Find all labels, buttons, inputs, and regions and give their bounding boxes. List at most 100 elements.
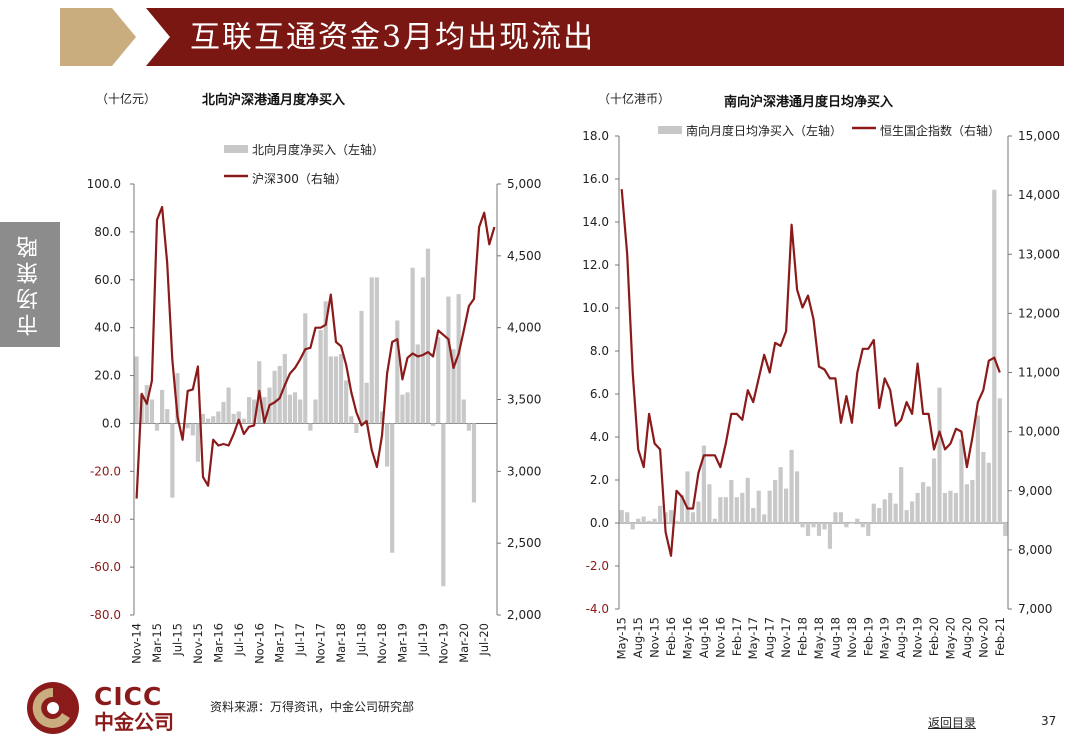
left-bar xyxy=(415,344,420,424)
left-bar xyxy=(379,411,385,424)
right-x-tick-label: May-16 xyxy=(680,617,694,659)
left-bar xyxy=(313,399,318,424)
right-bar xyxy=(871,503,876,523)
right-bar xyxy=(833,512,838,523)
left-bar xyxy=(190,423,195,436)
right-right-tick-label: 12,000 xyxy=(1018,306,1060,320)
left-bar xyxy=(456,294,461,424)
right-bar xyxy=(866,523,871,536)
header-banner xyxy=(60,8,1064,66)
left-bar xyxy=(241,418,247,424)
left-left-tick-label: 80.0 xyxy=(94,225,121,239)
left-bar xyxy=(252,399,257,424)
right-bar xyxy=(953,492,959,523)
source-note: 资料来源：万得资讯，中金公司研究部 xyxy=(210,700,415,714)
left-x-tick-label: Nov-19 xyxy=(436,623,450,664)
left-x-tick-label: Nov-16 xyxy=(252,623,266,664)
right-bar xyxy=(959,439,964,523)
right-bar xyxy=(636,518,641,523)
left-right-tick-label: 3,500 xyxy=(507,393,541,407)
left-bar xyxy=(226,387,231,424)
right-bar xyxy=(822,523,827,530)
left-bar xyxy=(134,356,139,424)
right-bar xyxy=(975,415,980,523)
right-legend-bar-swatch xyxy=(658,126,682,134)
right-bar xyxy=(800,523,805,528)
right-left-tick-label: -2.0 xyxy=(586,559,609,573)
left-bar xyxy=(451,349,456,424)
left-bar xyxy=(246,397,252,424)
right-x-tick-label: Nov-16 xyxy=(713,617,727,658)
left-bar xyxy=(354,423,359,434)
cicc-logo-icon xyxy=(27,682,79,734)
right-bar xyxy=(773,480,778,523)
right-legend-line-label: 恒生国企指数（右轴） xyxy=(880,124,1001,138)
right-bar xyxy=(789,449,794,523)
left-bar xyxy=(180,423,185,424)
right-bar xyxy=(679,495,685,523)
left-bar xyxy=(272,370,277,424)
left-bar xyxy=(298,399,303,424)
right-bar xyxy=(707,484,712,523)
right-right-tick-label: 15,000 xyxy=(1018,129,1060,143)
left-bar xyxy=(149,399,154,424)
logo-text-cn: 中金公司 xyxy=(94,710,174,734)
left-right-tick-label: 3,000 xyxy=(507,464,541,478)
right-bar xyxy=(729,480,734,523)
right-x-tick-label: May-17 xyxy=(746,617,760,659)
right-right-tick-label: 8,000 xyxy=(1018,543,1052,557)
right-bar xyxy=(674,520,679,523)
right-x-tick-label: May-18 xyxy=(812,617,826,659)
left-bar xyxy=(436,337,441,424)
right-x-tick-label: Aug-18 xyxy=(828,617,842,658)
left-chart-unit: （十亿元） xyxy=(96,92,157,106)
side-tab xyxy=(0,222,60,347)
right-bar xyxy=(899,467,904,523)
right-bar xyxy=(701,445,707,523)
left-legend-line-label: 沪深300（右轴） xyxy=(252,172,347,186)
right-bar xyxy=(767,490,772,523)
right-bar xyxy=(1003,523,1008,536)
right-x-tick-label: Nov-19 xyxy=(911,617,925,658)
page-title: 互联互通资金3月均出现流出 xyxy=(190,20,596,55)
left-bar xyxy=(262,397,267,424)
right-bar xyxy=(882,499,887,523)
right-bar xyxy=(970,480,975,523)
left-legend-bar-swatch xyxy=(224,145,248,153)
left-bar xyxy=(154,423,160,431)
left-right-tick-label: 2,500 xyxy=(507,536,541,550)
right-right-tick-label: 7,000 xyxy=(1018,602,1052,616)
left-x-tick-label: Jul-17 xyxy=(293,623,307,657)
right-chart-title: 南向沪深港通月度日均净买入 xyxy=(724,95,894,110)
left-left-tick-label: 20.0 xyxy=(94,369,121,383)
right-bar xyxy=(904,510,909,523)
left-x-tick-label: Mar-17 xyxy=(273,623,287,663)
left-x-tick-label: Mar-18 xyxy=(334,623,348,663)
right-left-tick-label: 12.0 xyxy=(582,258,609,272)
page-number: 37 xyxy=(1041,714,1057,728)
right-bar xyxy=(942,492,948,523)
right-bar xyxy=(937,387,942,523)
right-bar xyxy=(794,471,800,523)
right-left-tick-label: -4.0 xyxy=(586,602,609,616)
right-x-tick-label: Feb-16 xyxy=(664,617,678,656)
right-bar xyxy=(668,510,674,523)
right-bar xyxy=(696,501,701,523)
left-x-tick-label: Mar-19 xyxy=(395,623,409,663)
left-left-tick-label: -60.0 xyxy=(90,560,121,574)
right-chart-unit: （十亿港币） xyxy=(598,92,671,106)
right-bar xyxy=(619,510,624,523)
left-line-series xyxy=(135,205,496,499)
left-left-tick-label: 0.0 xyxy=(102,416,121,430)
left-bar xyxy=(165,409,170,424)
right-bar xyxy=(625,512,630,523)
right-bar xyxy=(690,512,696,523)
left-bar xyxy=(374,277,379,424)
left-x-tick-label: Nov-17 xyxy=(314,623,328,664)
right-bar xyxy=(762,514,767,523)
left-bar xyxy=(236,411,241,424)
back-to-contents-link[interactable]: 返回目录 xyxy=(928,716,977,730)
right-right-tick-label: 14,000 xyxy=(1018,188,1060,202)
right-left-tick-label: 8.0 xyxy=(590,344,609,358)
right-x-tick-label: Aug-16 xyxy=(697,617,711,658)
